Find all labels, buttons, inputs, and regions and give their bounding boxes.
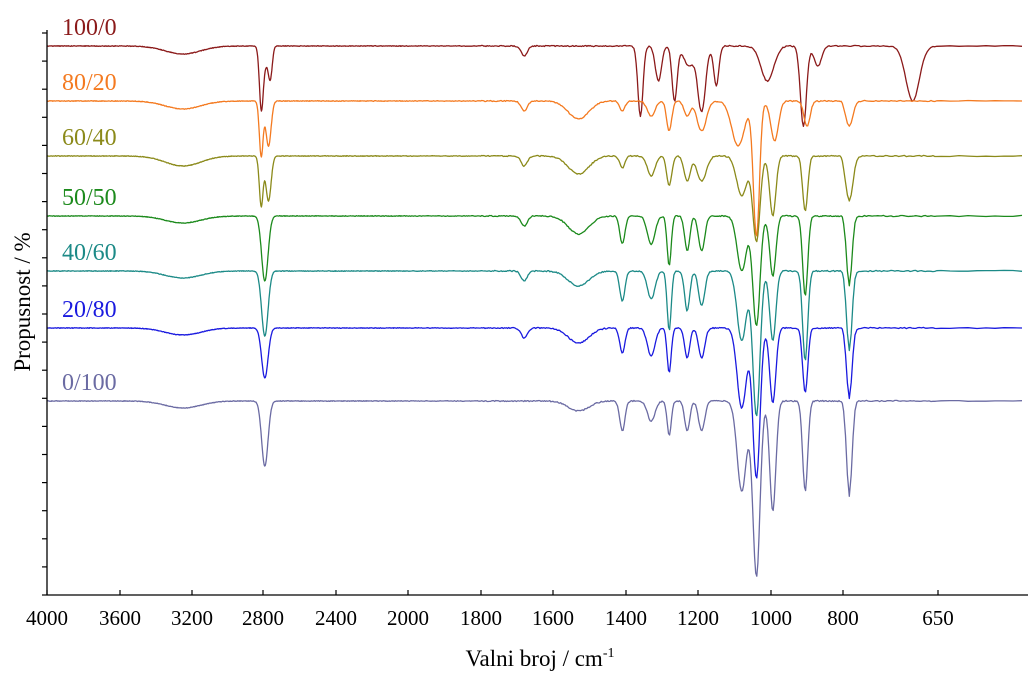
spectrum-line [46,99,1023,237]
x-tick-label: 1000 [750,606,792,630]
series-labels: 100/0 80/20 60/40 50/50 40/60 20/80 0/100 [62,15,117,396]
x-axis-title: Valni broj / cm-1 [465,646,614,671]
x-tick-label: 4000 [26,606,68,630]
x-tick-label: 1600 [532,606,574,630]
x-axis-tick-labels: 4000 3600 3200 2800 2400 2000 1800 1600 1400 1200… [26,606,954,630]
x-tick-label: 650 [922,606,954,630]
x-tick-label: 3200 [171,606,213,630]
x-tick-label: 1800 [460,606,502,630]
spectrum-line [46,326,1023,479]
x-tick-label: 3600 [99,606,141,630]
x-axis-title-superscript: -1 [603,646,615,661]
series-label: 80/20 [62,70,117,96]
x-tick-label: 2800 [242,606,284,630]
spectrum-line [46,399,1023,577]
x-tick-label: 2400 [315,606,357,630]
spectrum-line [46,214,1023,326]
axis-ticks [42,32,939,596]
x-axis-title-main: Valni broj / cm [465,646,602,671]
x-tick-label: 1200 [677,606,719,630]
x-tick-label: 1400 [605,606,647,630]
series-label: 0/100 [62,370,117,396]
x-tick-label: 800 [827,606,859,630]
x-tick-label: 2000 [387,606,429,630]
series-label: 40/60 [62,240,117,266]
series-label: 50/50 [62,185,117,211]
series-label: 60/40 [62,125,117,151]
spectrum-line [46,269,1023,417]
spectra-series [46,44,1023,577]
spectrum-line [46,44,1023,128]
series-label: 100/0 [62,15,117,41]
series-label: 20/80 [62,297,117,323]
y-axis-title: Propusnost / % [10,232,35,371]
spectrum-line [46,154,1023,243]
